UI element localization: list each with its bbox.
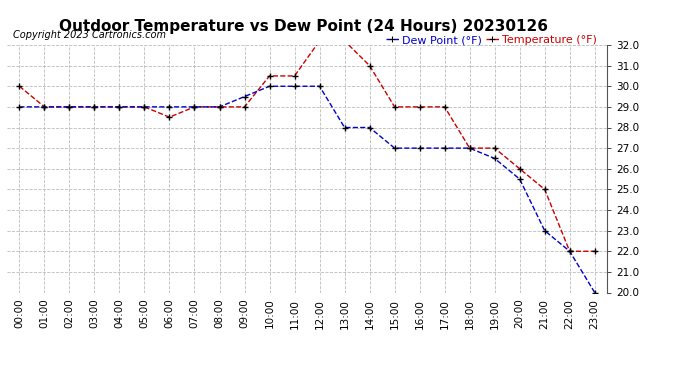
Text: Outdoor Temperature vs Dew Point (24 Hours) 20230126: Outdoor Temperature vs Dew Point (24 Hou…: [59, 19, 548, 34]
Text: Copyright 2023 Cartronics.com: Copyright 2023 Cartronics.com: [13, 30, 166, 40]
Legend: Dew Point (°F), Temperature (°F): Dew Point (°F), Temperature (°F): [382, 31, 602, 50]
